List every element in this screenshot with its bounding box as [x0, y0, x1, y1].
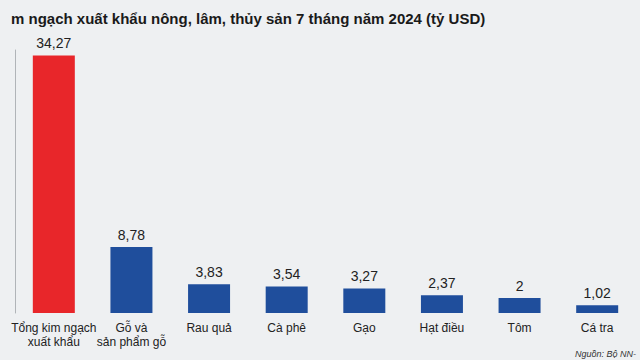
svg-text:m ngạch xuất khẩu nông, lâm, t: m ngạch xuất khẩu nông, lâm, thủy sản 7 … — [11, 10, 485, 27]
svg-text:1,02: 1,02 — [584, 285, 611, 301]
svg-text:Cá tra: Cá tra — [581, 321, 614, 335]
svg-text:Tôm: Tôm — [508, 321, 532, 335]
svg-text:3,27: 3,27 — [351, 268, 378, 284]
svg-text:Nguồn: Bộ NN-: Nguồn: Bộ NN- — [575, 349, 636, 359]
svg-text:Gạo: Gạo — [353, 321, 376, 335]
svg-text:2: 2 — [516, 278, 524, 294]
svg-text:34,27: 34,27 — [36, 35, 71, 51]
svg-text:8,78: 8,78 — [118, 227, 145, 243]
svg-text:Gỗ và: Gỗ và — [115, 320, 147, 335]
svg-text:Tổng kim ngạch: Tổng kim ngạch — [11, 321, 96, 335]
svg-text:3,83: 3,83 — [195, 264, 222, 280]
svg-text:3,54: 3,54 — [273, 266, 300, 282]
svg-text:Cà phê: Cà phê — [267, 321, 306, 335]
svg-text:2,37: 2,37 — [428, 275, 455, 291]
svg-text:Rau quả: Rau quả — [186, 321, 232, 335]
svg-text:xuất khẩu: xuất khẩu — [28, 335, 80, 349]
svg-text:Hạt điều: Hạt điều — [420, 321, 465, 335]
svg-text:sản phẩm gỗ: sản phẩm gỗ — [97, 334, 167, 349]
